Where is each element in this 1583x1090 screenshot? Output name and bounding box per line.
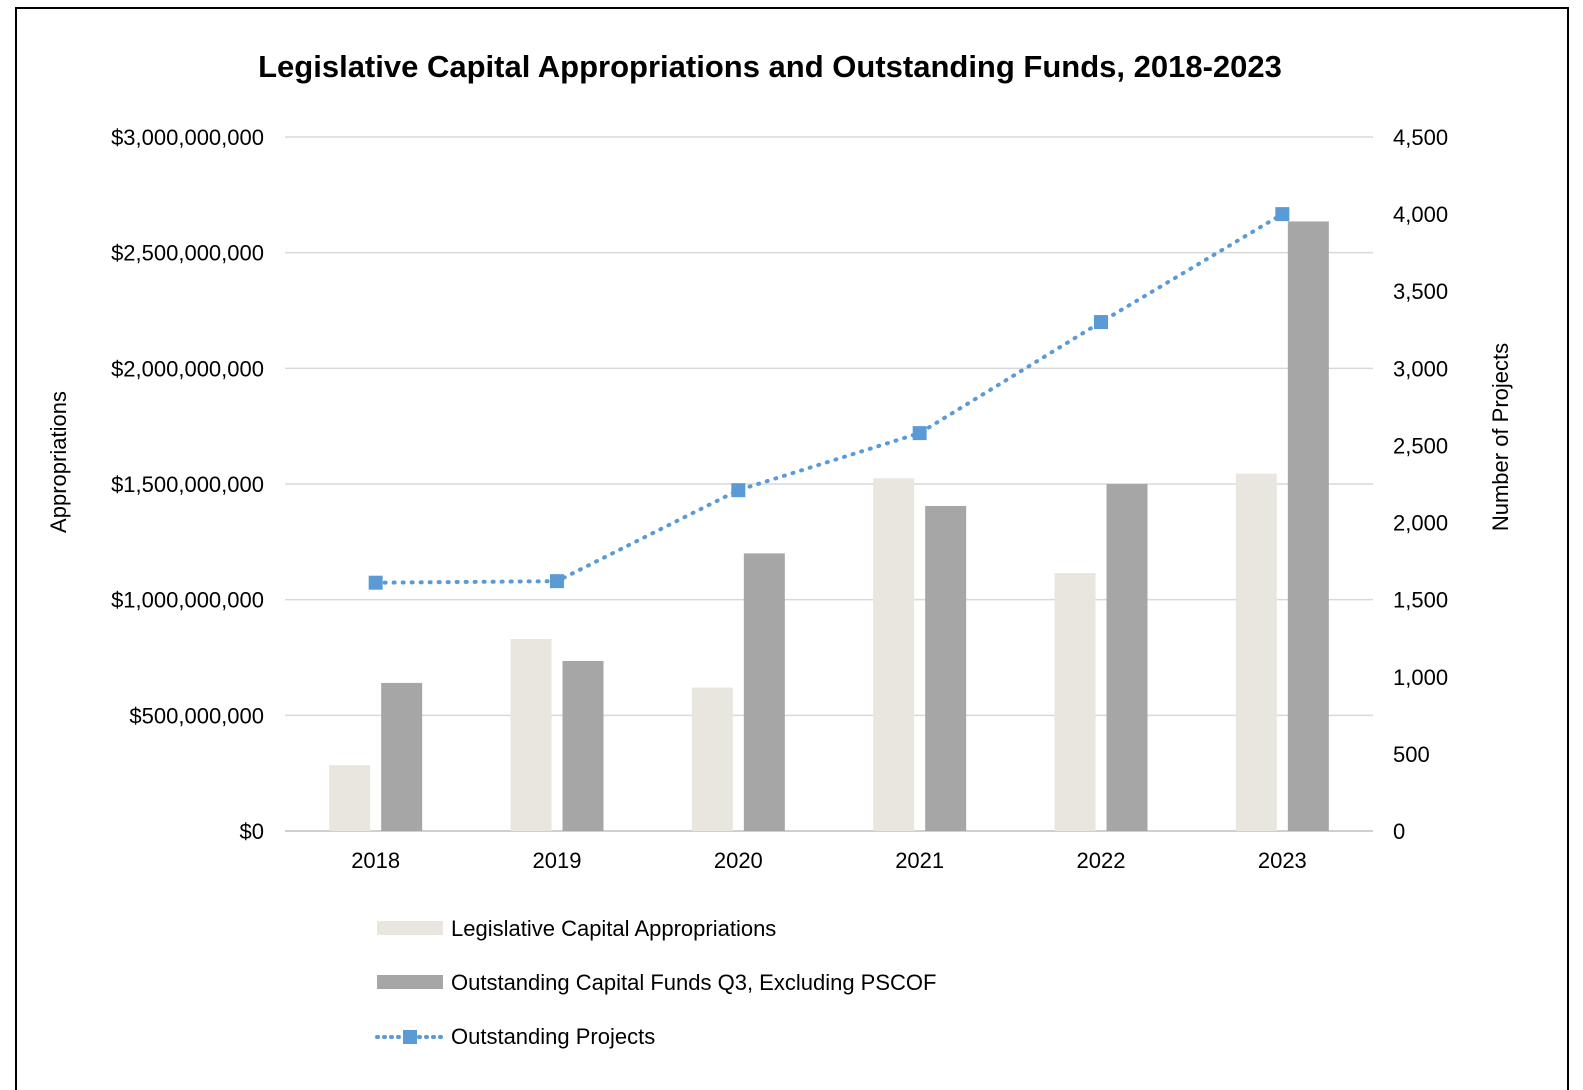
right-axis-ticks: 0 500 1,000 1,500 2,000 2,500 3,000 3,500 4,000 4… bbox=[1393, 125, 1448, 844]
legend-marker-outstanding-projects bbox=[403, 1030, 417, 1044]
right-tick-label: 1,500 bbox=[1393, 588, 1448, 613]
x-tick-label: 2021 bbox=[895, 848, 944, 873]
bars bbox=[329, 221, 1329, 832]
right-tick-label: 4,000 bbox=[1393, 202, 1448, 227]
marker-outstanding-projects bbox=[1275, 207, 1290, 222]
marker-outstanding-projects bbox=[731, 483, 746, 498]
chart-border bbox=[15, 7, 1569, 1090]
gridlines bbox=[285, 136, 1373, 832]
right-tick-label: 500 bbox=[1393, 742, 1430, 767]
chart-title: Legislative Capital Appropriations and O… bbox=[258, 49, 1282, 84]
right-tick-label: 4,500 bbox=[1393, 125, 1448, 150]
right-tick-label: 3,500 bbox=[1393, 279, 1448, 304]
marker-outstanding-projects bbox=[1094, 315, 1108, 330]
marker-outstanding-projects bbox=[912, 426, 927, 441]
marker-outstanding-projects bbox=[368, 575, 383, 590]
x-tick-label: 2023 bbox=[1258, 848, 1307, 873]
bar-outstanding-funds bbox=[1287, 221, 1329, 832]
bar-appropriations bbox=[510, 638, 552, 831]
bar-outstanding-funds bbox=[1106, 484, 1148, 831]
bar-appropriations bbox=[691, 687, 733, 831]
left-tick-label: $1,000,000,000 bbox=[111, 588, 264, 613]
right-axis-label: Number of Projects bbox=[1488, 343, 1513, 531]
left-tick-label: $2,500,000,000 bbox=[111, 241, 264, 266]
x-tick-label: 2020 bbox=[714, 848, 763, 873]
legend: Legislative Capital Appropriations Outst… bbox=[375, 916, 936, 1049]
left-axis-label: Appropriations bbox=[46, 391, 71, 533]
bar-appropriations bbox=[1235, 473, 1277, 831]
right-tick-label: 0 bbox=[1393, 819, 1405, 844]
x-tick-label: 2019 bbox=[533, 848, 582, 873]
x-tick-label: 2022 bbox=[1077, 848, 1126, 873]
bar-appropriations bbox=[329, 765, 371, 831]
bar-outstanding-funds bbox=[562, 660, 604, 831]
x-axis-ticks: 2018 2019 2020 2021 2022 2023 bbox=[351, 848, 1307, 873]
left-tick-label: $1,500,000,000 bbox=[111, 472, 264, 497]
left-tick-label: $500,000,000 bbox=[129, 703, 264, 728]
left-tick-label: $3,000,000,000 bbox=[111, 125, 264, 150]
legend-swatch-outstanding-funds bbox=[377, 975, 443, 989]
right-tick-label: 2,500 bbox=[1393, 433, 1448, 458]
legend-label-appropriations: Legislative Capital Appropriations bbox=[451, 916, 776, 941]
line-series bbox=[368, 207, 1290, 590]
bar-outstanding-funds bbox=[925, 505, 967, 831]
right-tick-label: 2,000 bbox=[1393, 511, 1448, 536]
left-tick-label: $2,000,000,000 bbox=[111, 356, 264, 381]
left-tick-label: $0 bbox=[240, 819, 264, 844]
right-tick-label: 3,000 bbox=[1393, 356, 1448, 381]
bar-appropriations bbox=[1054, 573, 1096, 831]
left-axis-ticks: $0 $500,000,000 $1,000,000,000 $1,500,000,0… bbox=[111, 125, 264, 844]
bar-appropriations bbox=[873, 478, 915, 831]
legend-swatch-appropriations bbox=[377, 921, 443, 935]
right-tick-label: 1,000 bbox=[1393, 665, 1448, 690]
x-tick-label: 2018 bbox=[351, 848, 400, 873]
line-outstanding-projects bbox=[373, 212, 1285, 585]
bar-outstanding-funds bbox=[381, 682, 423, 831]
legend-label-outstanding-funds: Outstanding Capital Funds Q3, Excluding … bbox=[451, 970, 936, 995]
legend-label-outstanding-projects: Outstanding Projects bbox=[451, 1024, 655, 1049]
bar-outstanding-funds bbox=[743, 553, 785, 831]
marker-outstanding-projects bbox=[550, 574, 564, 589]
